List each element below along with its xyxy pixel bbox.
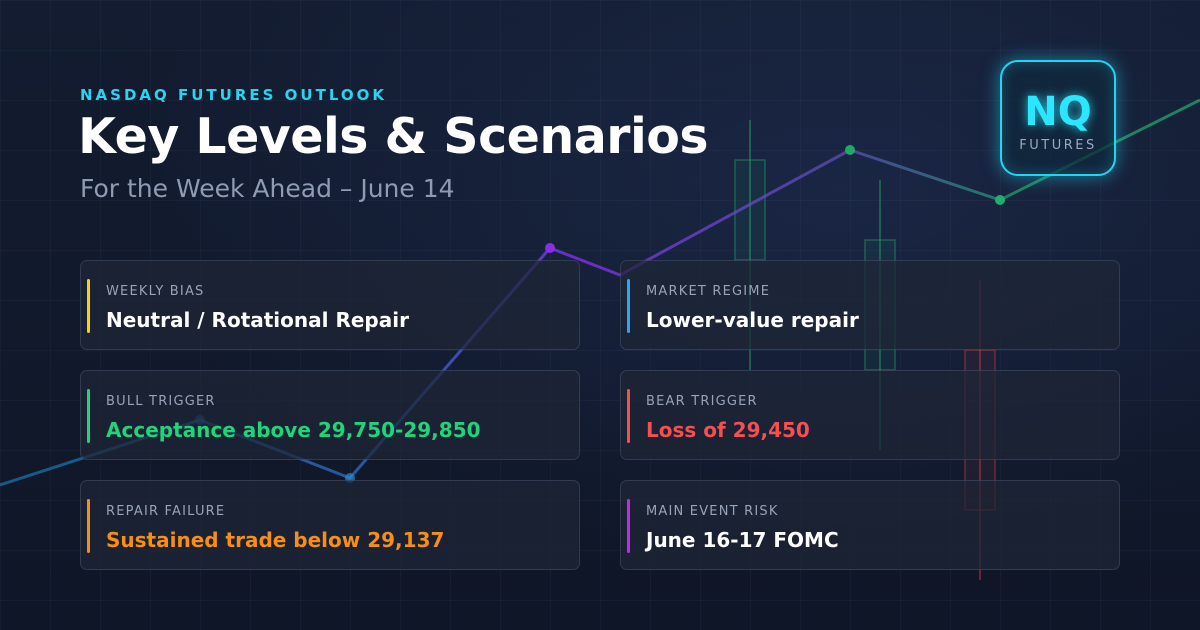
accent-bar [627, 499, 630, 553]
nq-futures-badge: NQ FUTURES [1000, 60, 1116, 176]
card-label: MARKET REGIME [646, 284, 771, 299]
card-weekly-bias: WEEKLY BIAS Neutral / Rotational Repair [80, 260, 580, 350]
card-label: BEAR TRIGGER [646, 394, 758, 409]
badge-symbol: NQ [1024, 89, 1092, 135]
card-label: WEEKLY BIAS [106, 284, 205, 299]
card-value: Lower-value repair [646, 308, 859, 332]
card-label: BULL TRIGGER [106, 394, 216, 409]
card-label: REPAIR FAILURE [106, 504, 226, 519]
accent-bar [87, 279, 90, 333]
kicker-label: NASDAQ FUTURES OUTLOOK [80, 86, 387, 104]
card-market-regime: MARKET REGIME Lower-value repair [620, 260, 1120, 350]
card-label: MAIN EVENT RISK [646, 504, 779, 519]
card-main-event-risk: MAIN EVENT RISK June 16-17 FOMC [620, 480, 1120, 570]
card-value: Loss of 29,450 [646, 418, 810, 442]
accent-bar [87, 389, 90, 443]
card-value: June 16-17 FOMC [646, 528, 839, 552]
card-repair-failure: REPAIR FAILURE Sustained trade below 29,… [80, 480, 580, 570]
accent-bar [627, 389, 630, 443]
accent-bar [87, 499, 90, 553]
card-value: Neutral / Rotational Repair [106, 308, 409, 332]
card-value: Acceptance above 29,750-29,850 [106, 418, 481, 442]
card-bear-trigger: BEAR TRIGGER Loss of 29,450 [620, 370, 1120, 460]
page-subtitle: For the Week Ahead – June 14 [80, 174, 455, 203]
badge-caption: FUTURES [1019, 138, 1097, 153]
card-bull-trigger: BULL TRIGGER Acceptance above 29,750-29,… [80, 370, 580, 460]
accent-bar [627, 279, 630, 333]
page-title: Key Levels & Scenarios [78, 108, 709, 165]
card-value: Sustained trade below 29,137 [106, 528, 445, 552]
